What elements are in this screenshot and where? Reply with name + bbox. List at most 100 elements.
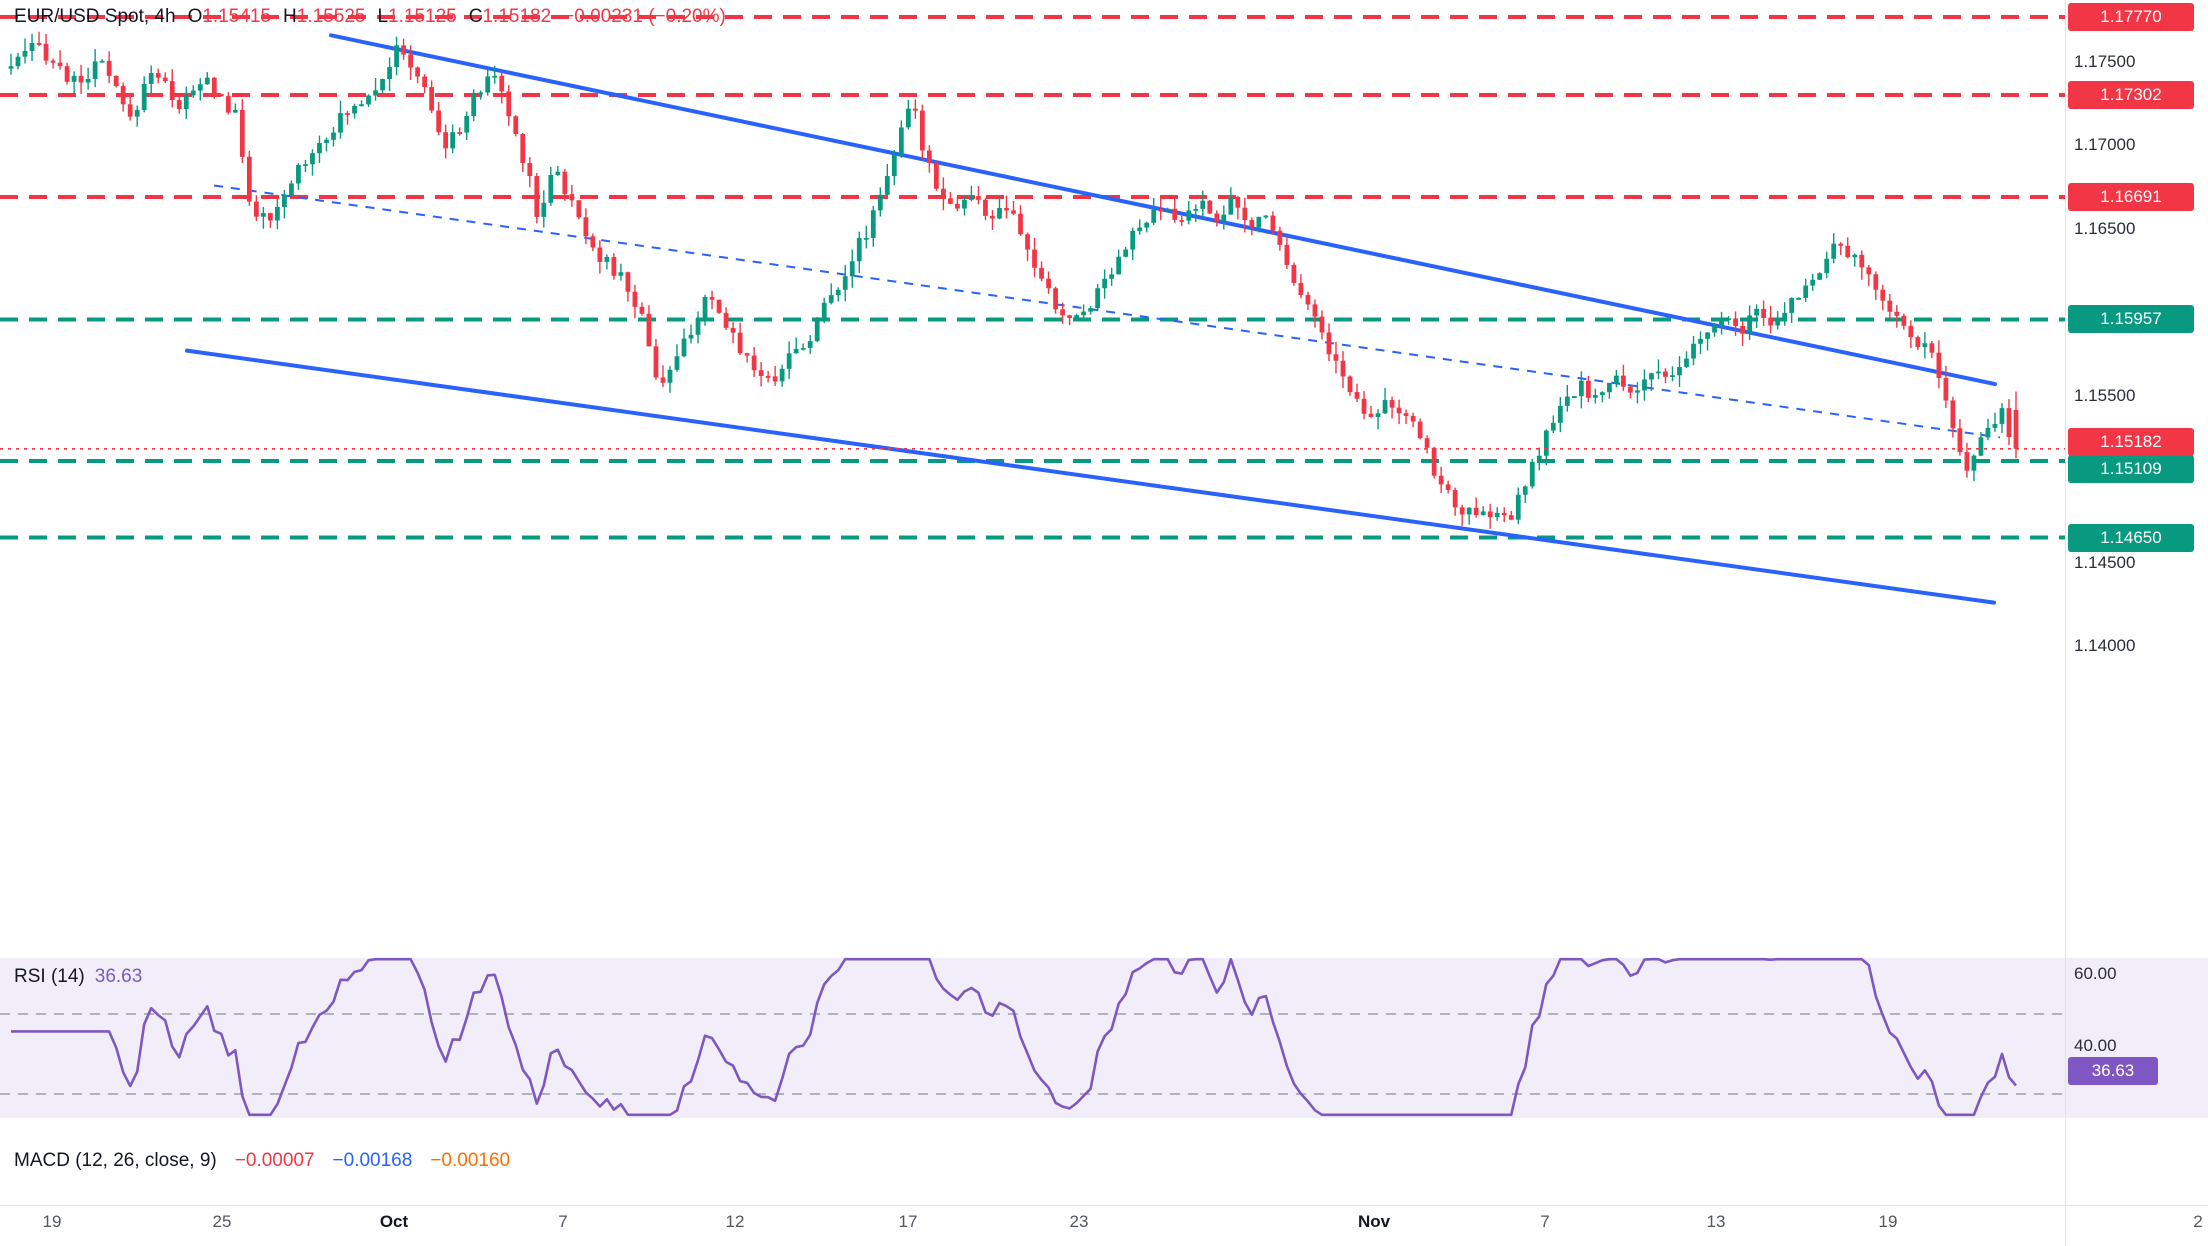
candle-body [1782,312,1788,320]
candle-body [1046,278,1051,289]
candle-body [408,54,413,68]
candle-body [1957,428,1963,453]
rsi-line[interactable] [11,957,2017,1117]
candle-body [730,327,736,333]
candle-body [120,85,126,105]
candle-body [1228,197,1234,215]
channel-lower-trendline[interactable] [185,348,1996,605]
candle-body [1158,209,1164,212]
candle-body [394,45,399,68]
candle-body [492,75,498,78]
candle-body [884,176,890,195]
candle-body [310,153,315,165]
candle-body [604,256,610,262]
candle-body [1621,375,1626,387]
candle-body [1116,256,1122,275]
candle-body [934,162,939,189]
candle-body [962,199,967,209]
candle-body [1894,311,1900,316]
candle-body [71,75,77,82]
candle-body [1452,489,1458,508]
candle-body [113,75,119,86]
candle-body [1775,319,1781,326]
candle-body [211,77,217,95]
candle-body [380,79,385,91]
candle-body [898,127,904,155]
candles-series[interactable] [8,31,2019,529]
candle-body [1326,332,1332,355]
candle-body [1179,220,1185,222]
candle-body [436,110,442,133]
candle-body [1915,337,1921,348]
candle-body [1845,245,1851,258]
candle-body [716,299,722,313]
candle-body [1929,343,1935,353]
candle-body [1971,455,1977,471]
candle-body [1950,400,1956,429]
candle-body [478,92,484,95]
candle-body [912,108,918,111]
candle-body [1480,511,1486,516]
candle-body [814,318,820,342]
candle-body [1242,207,1248,221]
candle-body [1032,249,1037,268]
candle-body [401,45,406,55]
candle-body [197,84,203,91]
candle-body [842,276,848,290]
candle-body [1235,197,1241,208]
candle-body [1922,343,1928,348]
candle-body [1740,325,1745,334]
candle-body [1431,447,1437,476]
candle-body [618,272,624,276]
candle-body [457,132,463,134]
candle-body [1943,378,1949,401]
candle-body [758,370,764,376]
candle-body [275,206,280,221]
candle-body [983,199,988,216]
candle-body [1200,200,1206,209]
candle-body [50,60,56,63]
candle-body [653,346,659,378]
candle-body [1291,264,1297,283]
candle-body [387,67,392,80]
candle-body [471,93,477,116]
candle-body [22,50,28,57]
candle-body [232,109,238,113]
candle-body [744,353,750,356]
candle-body [141,83,147,111]
candle-body [1249,220,1255,228]
candle-body [1277,230,1283,245]
candle-body [134,110,140,117]
candle-body [303,164,308,167]
candle-body [1130,231,1136,250]
candle-body [43,43,49,61]
candle-body [1312,304,1318,317]
candle-body [1361,398,1367,414]
candle-body [99,60,105,63]
candle-body [1978,437,1984,456]
channel-midline[interactable] [213,184,2001,439]
candle-body [1445,484,1451,490]
candle-body [162,77,168,82]
candle-body [737,332,743,354]
candle-body [29,43,35,51]
candle-body [1473,507,1479,516]
candle-body [576,200,582,218]
candle-body [1214,213,1220,222]
candle-body [1263,215,1269,218]
candle-body [976,196,981,200]
candle-body [506,91,512,117]
candle-body [905,108,911,128]
candle-body [1656,371,1661,374]
candle-body [190,90,196,96]
candle-body [1536,455,1542,462]
candle-body [359,104,364,107]
candle-body [948,198,953,204]
candle-body [64,66,70,82]
candle-body [969,196,974,200]
candle-body [1298,282,1304,295]
candle-body [2013,409,2019,449]
candle-body [1866,267,1872,275]
candle-body [1466,507,1472,515]
